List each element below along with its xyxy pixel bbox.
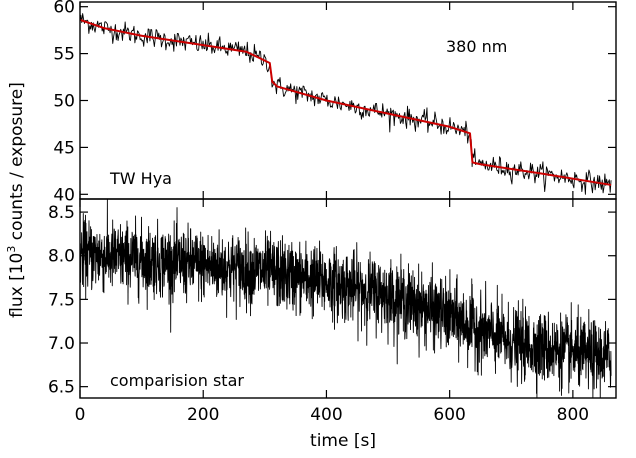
bottom-series-0 [80,199,612,398]
bottom-xtick-label: 0 [75,405,86,425]
bottom-xtick-label: 400 [310,405,342,425]
top-panel: 40 45 50 55 60 TW Hya 380 nm [53,0,617,205]
top-ytick-label: 55 [53,45,75,65]
top-ytick-label: 50 [53,92,75,112]
y-axis-title-exponent: 3 [5,246,18,253]
bottom-plot-frame [79,198,617,399]
bottom-series-group [80,199,612,398]
bottom-annotation-comparison: comparision star [110,371,244,390]
bottom-axis-ticks: 6.5 7.0 7.5 8.0 8.5 0 200 400 600 800 [48,199,616,425]
bottom-ytick-label: 8.5 [48,203,75,223]
top-annotation-wavelength: 380 nm [446,37,507,56]
y-axis-title: flux [103 counts / exposure] [5,82,27,318]
bottom-xtick-label: 800 [557,405,589,425]
bottom-xtick-label: 600 [433,405,465,425]
top-series-1 [80,18,612,186]
bottom-ytick-label: 8.0 [48,247,75,267]
y-axis-title-suffix: counts / exposure] [7,82,27,246]
bottom-ytick-label: 6.5 [48,378,75,398]
top-ytick-label: 60 [53,0,75,18]
top-series-0 [80,13,612,195]
top-ytick-label: 40 [53,185,75,205]
x-axis-title: time [s] [310,431,376,451]
bottom-ytick-label: 7.0 [48,334,75,354]
y-axis-title-prefix: flux [10 [7,253,27,318]
bottom-ytick-label: 7.5 [48,290,75,310]
top-annotation-target: TW Hya [109,169,172,188]
bottom-panel: 6.5 7.0 7.5 8.0 8.5 0 200 400 600 800 comparision… [48,198,617,425]
bottom-xtick-label: 200 [187,405,219,425]
top-series-group [80,13,612,195]
top-axis-ticks: 40 45 50 55 60 [53,0,616,205]
top-ytick-label: 45 [53,138,75,158]
